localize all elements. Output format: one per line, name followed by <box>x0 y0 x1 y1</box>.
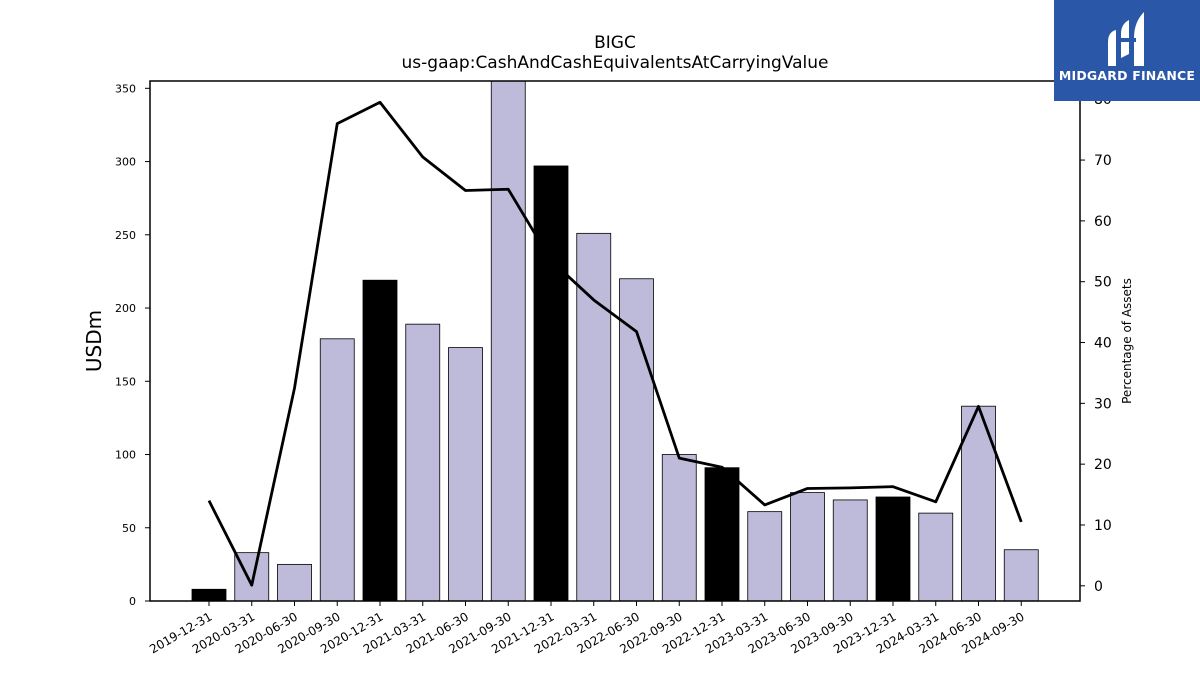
y-tick-label: 250 <box>115 229 136 242</box>
y2-tick-label: 60 <box>1094 214 1112 230</box>
bar-2024-03-31 <box>918 512 954 602</box>
midgard-logo-icon <box>1108 12 1144 66</box>
y2-tick-label: 70 <box>1094 153 1112 169</box>
plot-frame <box>149 80 1081 602</box>
bar-2023-06-30 <box>790 492 825 602</box>
y2-tick-label: 30 <box>1094 396 1112 412</box>
bar-2023-12-31 <box>875 496 911 602</box>
bar-2024-09-30 <box>1003 549 1039 602</box>
logo-text: MIDGARD FINANCE <box>1058 68 1196 83</box>
y2-tick-label: 20 <box>1094 457 1112 473</box>
y2-tick-label: 40 <box>1094 336 1112 352</box>
bar-2022-09-30 <box>661 454 697 602</box>
percentage-line <box>207 100 1023 587</box>
y2-axis-label: Percentage of Assets <box>1120 278 1134 404</box>
y-tick-label: 150 <box>115 375 136 388</box>
bar-2022-03-31 <box>576 232 612 602</box>
y-tick-label: 300 <box>115 156 136 169</box>
bar-2022-06-30 <box>619 278 654 602</box>
bar-2022-12-31 <box>704 467 740 602</box>
chart-subtitle: us-gaap:CashAndCashEquivalentsAtCarrying… <box>402 53 829 73</box>
bar-2021-09-30 <box>490 80 526 602</box>
y-tick-label: 200 <box>115 302 136 315</box>
bar-2020-12-31 <box>362 279 398 602</box>
y-tick-label: 100 <box>115 449 136 462</box>
y2-tick-label: 10 <box>1094 518 1112 534</box>
bar-2021-12-31 <box>533 165 569 602</box>
bar-2020-09-30 <box>319 338 355 602</box>
bar-2021-06-30 <box>448 347 483 602</box>
bar-2019-12-31 <box>191 588 227 602</box>
brand-logo: MIDGARD FINANCE <box>1054 0 1200 101</box>
y2-tick-label: 0 <box>1094 579 1103 595</box>
y-tick-label: 350 <box>115 82 136 95</box>
y-tick-label: 0 <box>129 595 136 608</box>
bar-2020-06-30 <box>277 563 312 602</box>
y2-tick-label: 50 <box>1094 275 1112 291</box>
bar-2023-09-30 <box>832 499 868 602</box>
chart-title: BIGC <box>594 33 636 53</box>
bar-2021-03-31 <box>405 323 441 602</box>
y-tick-label: 50 <box>122 522 136 535</box>
bar-2023-03-31 <box>747 511 783 602</box>
y-axis-label: USDm <box>82 310 106 372</box>
